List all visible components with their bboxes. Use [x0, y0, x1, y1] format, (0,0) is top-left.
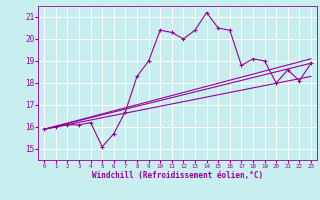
X-axis label: Windchill (Refroidissement éolien,°C): Windchill (Refroidissement éolien,°C) [92, 171, 263, 180]
